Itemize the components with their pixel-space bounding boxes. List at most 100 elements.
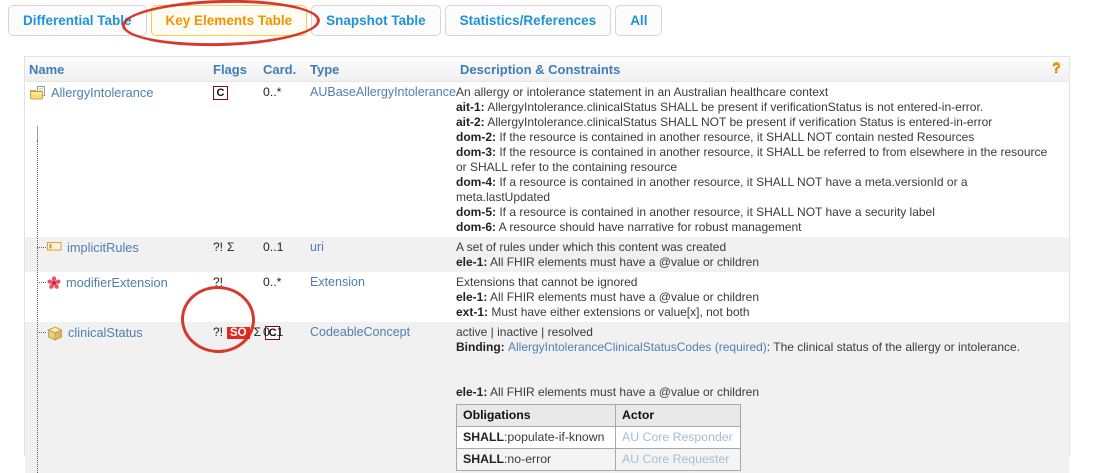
- spacer-line: [456, 355, 1061, 370]
- text-part: Extensions that cannot be ignored: [456, 275, 638, 289]
- text-part: ait-2:: [456, 115, 485, 129]
- table-body: AllergyIntolerance C 0..* AUBaseAllergyInto…: [25, 82, 1069, 473]
- primitive-icon: [47, 241, 62, 256]
- flag-σ: Σ: [253, 325, 262, 339]
- column-header-type: Type: [310, 61, 340, 77]
- obligation-row: SHALL:populate-if-known AU Core Responder: [456, 426, 741, 449]
- tab-all[interactable]: All: [615, 5, 663, 36]
- tab-snapshot-table[interactable]: Snapshot Table: [311, 5, 441, 36]
- tab-key-elements-table[interactable]: Key Elements Table: [150, 5, 308, 36]
- tree-line-stub: [37, 126, 38, 142]
- text-part: ele-1:: [456, 255, 488, 269]
- description-line: dom-2: If the resource is contained in a…: [456, 130, 1061, 145]
- text-part: If the resource is contained in another …: [496, 130, 975, 144]
- flags-cell: C: [209, 82, 259, 237]
- tab-strip: Differential Table Key Elements Table Sn…: [8, 5, 663, 36]
- text-part: :no-error: [504, 452, 552, 466]
- column-header-flags: Flags: [213, 61, 247, 77]
- element-name-cell: AllergyIntolerance: [25, 82, 209, 237]
- text-part: ait-1:: [456, 100, 485, 114]
- element-name-link[interactable]: clinicalStatus: [68, 325, 143, 340]
- text-part: A resource should have narrative for rob…: [496, 220, 802, 234]
- flag-c: C: [265, 326, 281, 340]
- text-part: dom-5:: [456, 205, 496, 219]
- table-row-implicitrules: implicitRules ?! Σ 0..1 uri A set of rules un…: [25, 237, 1069, 272]
- obligation-cell: SHALL:no-error: [456, 448, 616, 471]
- text-part: SHALL: [463, 430, 504, 444]
- flag-c: C: [213, 86, 228, 100]
- help-icon[interactable]: ?: [1051, 59, 1061, 76]
- type-cell: CodeableConcept: [306, 322, 456, 473]
- description-line: An allergy or intolerance statement in a…: [456, 85, 1061, 100]
- obligation-row: SHALL:no-error AU Core Requester: [456, 448, 741, 471]
- obligations-header-obligations: Obligations: [456, 404, 616, 427]
- element-name-link[interactable]: modifierExtension: [66, 275, 168, 290]
- flags-cell: ?! Σ: [209, 237, 259, 272]
- description-line: ait-2: AllergyIntolerance.clinicalStatus…: [456, 115, 1061, 130]
- tree-line-vertical: [37, 140, 38, 473]
- table-row-clinicalstatus: clinicalStatus?! SO Σ C 0..1 CodeableConcept a…: [25, 322, 1069, 473]
- flags-cell: ?! SO Σ C: [209, 322, 281, 473]
- element-name-cell: clinicalStatus: [25, 322, 209, 473]
- description-cell: Extensions that cannot be ignored ele-1: …: [456, 272, 1069, 322]
- inline-link[interactable]: AU Core Requester: [622, 452, 730, 466]
- description-line: ele-1: All FHIR elements must have a @va…: [456, 385, 1061, 400]
- spacer-line: [456, 370, 1061, 385]
- inline-link[interactable]: AllergyIntoleranceClinicalStatusCodes: [507, 340, 712, 354]
- flag-?!: ?!: [213, 325, 224, 339]
- description-line: dom-3: If the resource is contained in a…: [456, 145, 1061, 175]
- text-part: dom-4:: [456, 175, 496, 189]
- obligations-table: Obligations Actor SHALL:populate-if-known A…: [456, 404, 741, 471]
- type-link[interactable]: CodeableConcept: [310, 325, 411, 339]
- column-header-description: Description & Constraints: [460, 61, 621, 77]
- text-part: All FHIR elements must have a @value or …: [487, 290, 759, 304]
- text-part: All FHIR elements must have a @value or …: [487, 385, 759, 399]
- obligations-header-actor: Actor: [615, 404, 741, 427]
- description-line: dom-6: A resource should have narrative …: [456, 220, 1061, 235]
- description-line: Extensions that cannot be ignored: [456, 275, 1061, 290]
- description-line: ele-1: All FHIR elements must have a @va…: [456, 290, 1061, 305]
- inline-link[interactable]: (required): [714, 340, 767, 354]
- text-part: If a resource is contained in another re…: [456, 175, 968, 204]
- text-part: All FHIR elements must have a @value or …: [487, 255, 759, 269]
- text-part: If the resource is contained in another …: [456, 145, 1048, 174]
- text-part: A set of rules under which this content …: [456, 240, 727, 254]
- element-name-cell: implicitRules: [25, 237, 209, 272]
- description-line: ait-1: AllergyIntolerance.clinicalStatus…: [456, 100, 1061, 115]
- description-line: ext-1: Must have either extensions or va…: [456, 305, 1061, 320]
- actor-cell: AU Core Requester: [615, 448, 741, 471]
- type-cell: AUBaseAllergyIntolerance: [306, 82, 456, 237]
- page: { "colors":{ "tab_blue":"#1e93d6","tab_a…: [8, 0, 1070, 473]
- tab-differential-table[interactable]: Differential Table: [8, 5, 147, 36]
- text-part: Must have either extensions or value[x],…: [488, 305, 750, 319]
- flag-σ: Σ: [227, 240, 235, 254]
- resource-icon: [29, 86, 46, 105]
- cardinality-cell: 0..*: [263, 275, 282, 289]
- cardinality-cell: 0..1: [263, 240, 284, 254]
- text-part: Binding:: [456, 340, 508, 354]
- type-link[interactable]: uri: [310, 240, 324, 254]
- text-part: ext-1:: [456, 305, 489, 319]
- table-header-row: Name Flags Card. Type Description & Cons…: [25, 57, 1069, 82]
- type-link[interactable]: Extension: [310, 275, 365, 289]
- text-part: An allergy or intolerance statement in a…: [456, 85, 829, 99]
- element-name-link[interactable]: AllergyIntolerance: [51, 85, 154, 100]
- text-part: AllergyIntolerance.clinicalStatus SHALL …: [484, 115, 993, 129]
- text-part: SHALL: [463, 452, 504, 466]
- text-part: ele-1:: [456, 290, 488, 304]
- text-part: : The clinical status of the allergy or …: [766, 340, 1021, 354]
- description-line: dom-5: If a resource is contained in ano…: [456, 205, 1061, 220]
- actor-cell: AU Core Responder: [615, 426, 741, 449]
- tab-statistics-references[interactable]: Statistics/References: [444, 5, 612, 36]
- description-line: Binding: AllergyIntoleranceClinicalStatu…: [456, 340, 1061, 355]
- text-part: dom-3:: [456, 145, 496, 159]
- obligations-header-row: Obligations Actor: [456, 404, 741, 427]
- element-name-cell: modifierExtension: [25, 272, 209, 322]
- element-name-link[interactable]: implicitRules: [67, 240, 139, 255]
- table-row-allergyintolerance: AllergyIntolerance C 0..* AUBaseAllergyInto…: [25, 82, 1069, 237]
- description-cell: A set of rules under which this content …: [456, 237, 1069, 272]
- column-header-name: Name: [29, 61, 65, 77]
- type-link[interactable]: AUBaseAllergyIntolerance: [310, 85, 456, 99]
- inline-link[interactable]: AU Core Responder: [622, 430, 733, 444]
- description-line: A set of rules under which this content …: [456, 240, 1061, 255]
